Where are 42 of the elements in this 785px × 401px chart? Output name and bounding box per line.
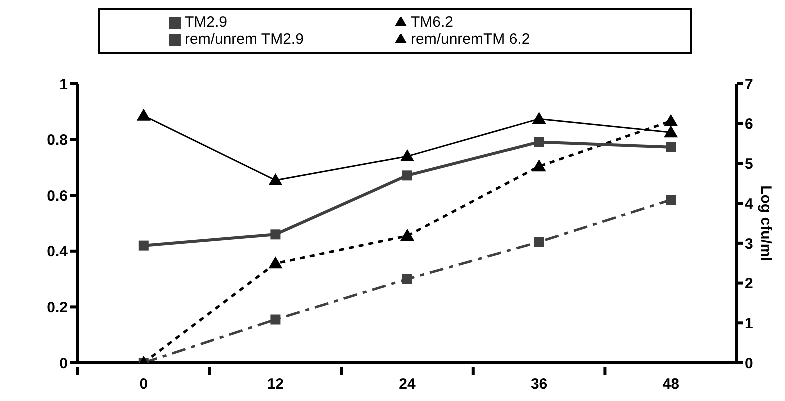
point [136,108,151,121]
y2-tick-label: 0 [745,355,754,372]
point [666,142,676,152]
x-tick-label: 36 [530,376,548,393]
point [268,173,283,186]
point [532,112,546,124]
y2-tick-label: 2 [745,276,754,293]
legend-label: TM2.9 [185,14,229,31]
y2-tick-label: 5 [745,156,754,174]
x-tick-label: 24 [399,376,416,393]
point [664,114,678,126]
point [400,150,414,162]
x-tick-label: 12 [267,376,284,393]
y2-tick-label: 7 [745,76,754,94]
point [270,230,281,240]
y-tick-label: 0.6 [47,188,68,205]
point [664,126,678,138]
x-tick-label: 48 [662,376,680,393]
point [402,170,412,181]
point [268,256,283,269]
point [666,195,676,206]
point [534,137,544,148]
y2-tick-label: 6 [745,116,754,134]
y2-tick-label: 1 [745,315,754,332]
y2-tick-label: 3 [745,236,754,253]
point [138,240,149,251]
y-tick-label: 0.2 [47,300,68,317]
y2-tick-label: 4 [745,196,754,213]
point [400,229,414,242]
x-tick-label: 0 [140,376,148,393]
y-tick-label: 0.8 [47,132,68,150]
legend-label: rem/unrem TM2.9 [185,31,305,48]
y2-axis-title: Log cfu/ml [758,186,775,262]
legend-label: TM6.2 [411,14,455,31]
point [532,160,546,172]
y-tick-label: 0.4 [47,244,69,261]
y-tick-label: 1 [60,76,68,94]
y-tick-label: 0 [60,355,68,372]
point [270,314,281,325]
legend-label: rem/unremTM 6.2 [411,31,532,48]
point [402,274,412,284]
point [534,237,544,248]
